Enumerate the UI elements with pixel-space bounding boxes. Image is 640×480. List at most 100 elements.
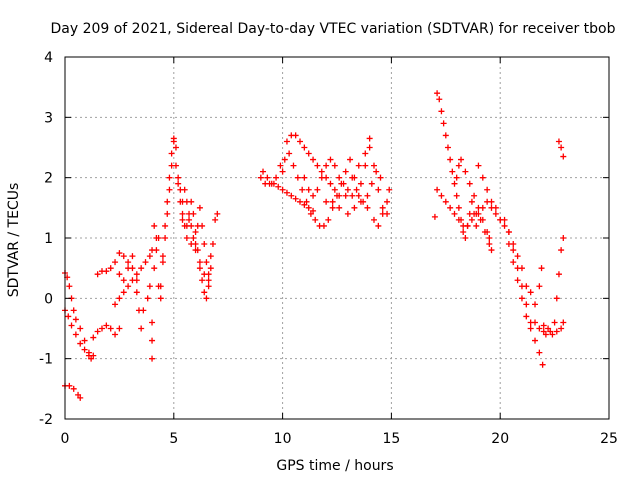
- data-point: [555, 138, 562, 145]
- data-point: [179, 210, 186, 217]
- data-point: [120, 253, 127, 260]
- data-point: [299, 186, 306, 193]
- data-point: [199, 277, 206, 284]
- data-point: [331, 186, 338, 193]
- x-axis-label: GPS time / hours: [276, 458, 393, 474]
- data-point: [77, 325, 84, 332]
- data-point: [310, 192, 317, 199]
- data-point: [192, 247, 199, 254]
- data-point: [112, 301, 119, 308]
- data-point: [140, 307, 147, 314]
- data-point: [362, 150, 369, 157]
- data-point: [192, 228, 199, 235]
- data-point: [458, 156, 465, 163]
- data-point: [492, 210, 499, 217]
- data-point: [523, 301, 530, 308]
- data-point: [331, 162, 338, 169]
- data-point: [538, 265, 545, 272]
- data-point: [301, 144, 308, 151]
- data-point: [375, 222, 382, 229]
- data-point: [357, 180, 364, 187]
- data-point: [290, 162, 297, 169]
- data-point: [471, 192, 478, 199]
- data-point: [532, 337, 539, 344]
- data-point: [464, 222, 471, 229]
- data-point: [560, 319, 567, 326]
- chart-title: Day 209 of 2021, Sidereal Day-to-day VTE…: [50, 21, 615, 37]
- data-point: [527, 325, 534, 332]
- data-point: [440, 120, 447, 127]
- data-point: [103, 268, 110, 275]
- data-point: [447, 156, 454, 163]
- data-point: [342, 192, 349, 199]
- data-point: [344, 210, 351, 217]
- data-point: [125, 265, 132, 272]
- data-point: [209, 241, 216, 248]
- data-point: [168, 150, 175, 157]
- data-point: [297, 198, 304, 205]
- data-point: [307, 210, 314, 217]
- data-point: [549, 331, 556, 338]
- data-point: [214, 210, 221, 217]
- data-point: [112, 259, 119, 266]
- data-series: [431, 90, 567, 368]
- data-point: [475, 162, 482, 169]
- data-point: [153, 235, 160, 241]
- data-point: [344, 186, 351, 193]
- data-point: [453, 174, 460, 181]
- data-point: [120, 277, 127, 284]
- data-point: [386, 186, 393, 193]
- x-tick-label: 15: [382, 431, 400, 447]
- data-point: [314, 162, 321, 169]
- data-point: [336, 174, 343, 181]
- data-point: [301, 201, 308, 208]
- data-point: [175, 174, 182, 181]
- data-point: [75, 391, 82, 398]
- data-point: [364, 192, 371, 199]
- data-point: [81, 346, 88, 353]
- data-point: [297, 138, 304, 145]
- data-point: [488, 198, 495, 205]
- data-point: [205, 277, 212, 284]
- data-point: [264, 174, 271, 181]
- data-point: [203, 259, 210, 266]
- data-point: [196, 259, 203, 266]
- data-point: [349, 174, 356, 181]
- data-point: [107, 325, 114, 332]
- data-point: [157, 283, 164, 290]
- data-point: [301, 174, 308, 181]
- data-point: [281, 156, 288, 163]
- data-point: [353, 186, 360, 193]
- data-point: [116, 325, 123, 332]
- data-point: [492, 204, 499, 211]
- data-point: [479, 174, 486, 181]
- data-point: [366, 135, 373, 142]
- data-point: [172, 162, 179, 169]
- data-point: [159, 259, 166, 266]
- data-point: [553, 328, 560, 335]
- data-point: [310, 156, 317, 163]
- data-point: [336, 192, 343, 199]
- data-point: [532, 301, 539, 308]
- data-point: [451, 210, 458, 217]
- data-point: [98, 325, 105, 332]
- data-point: [434, 90, 441, 97]
- data-point: [340, 180, 347, 187]
- axis-ticks: 0 5 10 15 20 25 -2 -1 0 1 2 3 4: [39, 50, 618, 447]
- data-point: [149, 319, 156, 326]
- data-point: [545, 325, 552, 332]
- data-point: [486, 235, 493, 241]
- data-point: [183, 222, 190, 229]
- data-point: [510, 247, 517, 254]
- data-point: [149, 337, 156, 344]
- y-axis-label: SDTVAR / TECUs: [6, 183, 22, 298]
- data-point: [325, 216, 332, 223]
- data-point: [190, 235, 197, 241]
- data-point: [438, 192, 445, 199]
- data-point: [292, 132, 299, 139]
- data-point: [196, 204, 203, 211]
- data-point: [164, 198, 171, 205]
- y-tick-label: 4: [44, 50, 53, 66]
- data-point: [70, 385, 77, 392]
- data-point: [514, 253, 521, 260]
